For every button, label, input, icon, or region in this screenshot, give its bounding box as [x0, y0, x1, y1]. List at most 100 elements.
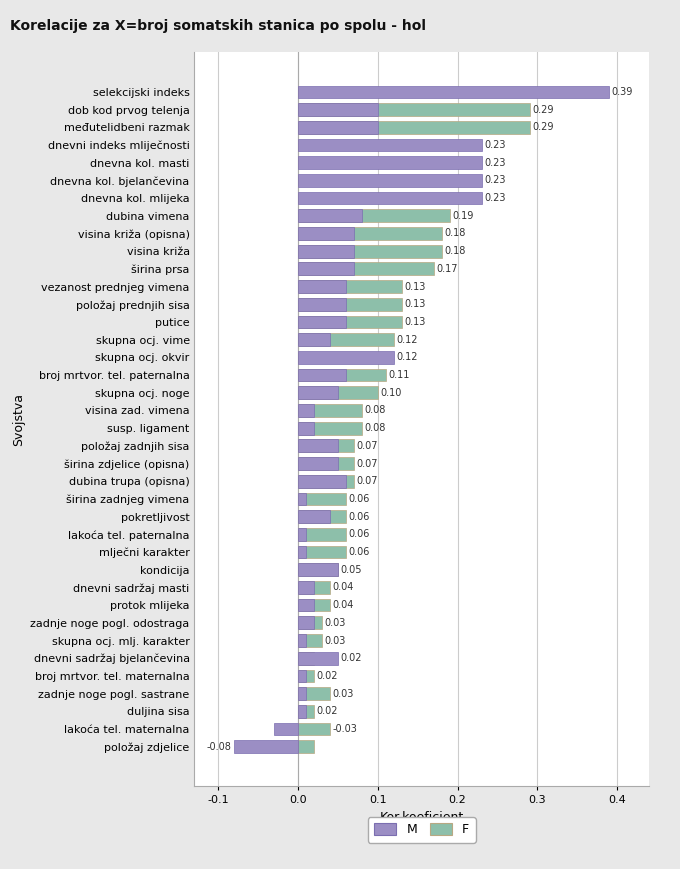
Bar [298, 687, 330, 700]
Text: 0.13: 0.13 [404, 317, 426, 327]
Text: 0.03: 0.03 [324, 618, 345, 627]
Text: 0.05: 0.05 [340, 565, 362, 574]
Bar [298, 652, 313, 665]
Bar [298, 723, 330, 735]
Bar [298, 368, 386, 381]
Bar [298, 334, 330, 346]
Bar [298, 209, 449, 222]
Bar [298, 368, 345, 381]
Bar [298, 687, 306, 700]
Text: -0.08: -0.08 [207, 742, 231, 752]
Text: 0.08: 0.08 [364, 423, 386, 433]
Text: 0.29: 0.29 [532, 123, 554, 132]
Text: 0.07: 0.07 [356, 476, 377, 487]
Text: 0.23: 0.23 [484, 157, 505, 168]
Bar [298, 474, 345, 488]
Bar [298, 262, 434, 275]
Bar [298, 315, 402, 328]
Y-axis label: Svojstva: Svojstva [12, 393, 25, 446]
Bar [298, 493, 345, 505]
Bar [298, 421, 362, 434]
Text: Korelacije za X=broj somatskih stanica po spolu - hol: Korelacije za X=broj somatskih stanica p… [10, 19, 426, 33]
Bar [298, 103, 377, 116]
Bar [298, 351, 394, 364]
Text: 0.39: 0.39 [612, 87, 633, 96]
Bar [298, 581, 313, 594]
Text: 0.18: 0.18 [444, 246, 465, 256]
Bar [298, 493, 306, 505]
Text: 0.07: 0.07 [356, 459, 377, 468]
Bar [298, 209, 362, 222]
Bar [298, 315, 345, 328]
Bar [298, 705, 313, 718]
Text: 0.13: 0.13 [404, 282, 426, 292]
Text: 0.06: 0.06 [348, 494, 369, 504]
Text: 0.06: 0.06 [348, 547, 369, 557]
Bar [298, 156, 481, 169]
Bar [298, 121, 377, 134]
Bar [298, 192, 481, 204]
Bar [298, 421, 313, 434]
Bar [298, 404, 313, 417]
Bar [298, 528, 345, 541]
Text: 0.06: 0.06 [348, 529, 369, 540]
Text: 0.02: 0.02 [316, 706, 337, 716]
Text: -0.03: -0.03 [332, 724, 357, 734]
Bar [298, 634, 306, 647]
Bar [298, 298, 402, 310]
Text: 0.29: 0.29 [532, 104, 554, 115]
Text: 0.23: 0.23 [484, 176, 505, 185]
Bar [234, 740, 298, 753]
Text: 0.03: 0.03 [324, 635, 345, 646]
Bar [298, 440, 354, 452]
Bar [298, 510, 345, 523]
Legend: M, F: M, F [368, 817, 475, 843]
Text: 0.18: 0.18 [444, 229, 465, 238]
Bar [298, 546, 345, 559]
Bar [298, 227, 441, 240]
Text: 0.23: 0.23 [484, 193, 505, 203]
Bar [298, 652, 338, 665]
Bar [298, 528, 306, 541]
Bar [298, 599, 313, 612]
Bar [298, 669, 313, 682]
Text: 0.08: 0.08 [364, 406, 386, 415]
Bar [298, 227, 354, 240]
Bar [298, 121, 530, 134]
X-axis label: Kor.koeficient: Kor.koeficient [379, 811, 464, 824]
Text: 0.07: 0.07 [356, 441, 377, 451]
Bar [298, 404, 362, 417]
Bar [298, 245, 441, 257]
Bar [298, 245, 354, 257]
Bar [298, 457, 354, 470]
Bar [298, 581, 330, 594]
Bar [274, 723, 298, 735]
Text: 0.12: 0.12 [396, 352, 418, 362]
Bar [298, 457, 338, 470]
Bar [298, 387, 377, 399]
Text: 0.02: 0.02 [316, 671, 337, 681]
Bar [298, 334, 394, 346]
Bar [298, 474, 354, 488]
Text: 0.17: 0.17 [436, 264, 458, 274]
Bar [298, 280, 345, 293]
Text: 0.04: 0.04 [332, 582, 354, 593]
Text: 0.04: 0.04 [332, 600, 354, 610]
Bar [298, 616, 313, 629]
Bar [298, 85, 609, 98]
Bar [298, 705, 306, 718]
Bar [298, 139, 481, 151]
Bar [298, 599, 330, 612]
Text: 0.11: 0.11 [388, 370, 409, 380]
Bar [298, 103, 530, 116]
Bar [298, 262, 354, 275]
Bar [298, 669, 306, 682]
Text: 0.13: 0.13 [404, 299, 426, 309]
Bar [298, 563, 338, 576]
Bar [298, 298, 345, 310]
Text: 0.10: 0.10 [380, 388, 401, 398]
Bar [298, 280, 402, 293]
Text: 0.23: 0.23 [484, 140, 505, 150]
Bar [298, 440, 338, 452]
Bar [298, 174, 481, 187]
